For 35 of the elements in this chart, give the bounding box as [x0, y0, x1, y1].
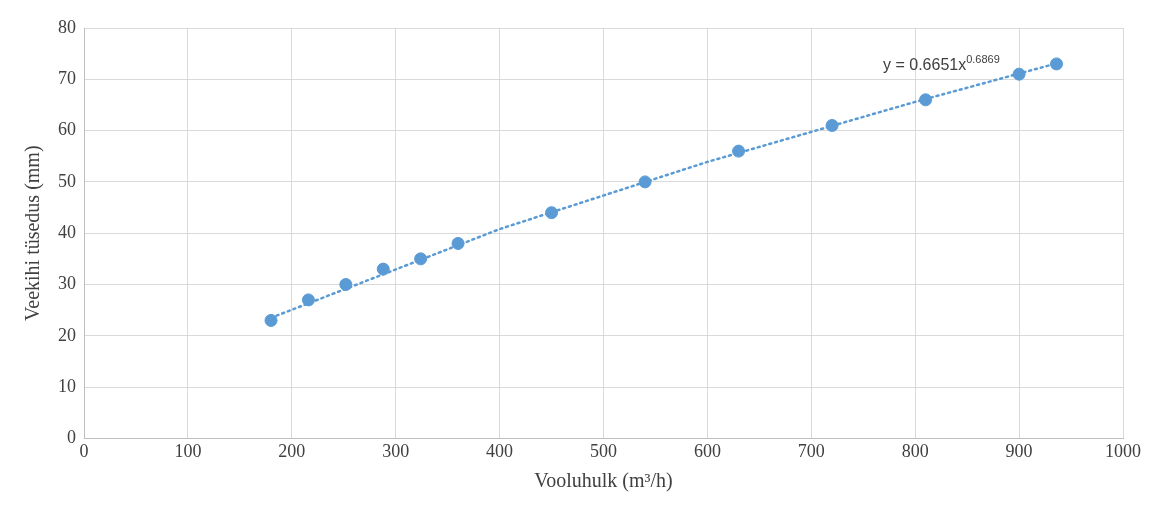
point [451, 236, 465, 250]
y-tick-label: 10 [58, 375, 76, 396]
y-tick-label: 70 [58, 68, 76, 89]
point [414, 252, 428, 266]
y-tick-label: 60 [58, 119, 76, 140]
y-tick-label: 0 [67, 427, 76, 448]
x-tick-label: 200 [278, 440, 306, 461]
y-tick-label: 40 [58, 221, 76, 242]
point [376, 262, 390, 276]
point [919, 93, 933, 107]
x-tick-label: 800 [901, 440, 929, 461]
x-tick-label: 500 [590, 440, 617, 461]
y-tick-label: 20 [58, 324, 76, 345]
x-tick-label: 300 [382, 440, 410, 461]
x-tick-label: 700 [797, 440, 825, 461]
x-tick-label: 0 [79, 440, 89, 461]
point [1050, 57, 1063, 71]
x-axis-title: Vooluhulk (m³/h) [534, 469, 673, 493]
x-tick-label: 100 [174, 440, 202, 461]
point [732, 144, 746, 158]
point [825, 118, 839, 132]
x-tick-label: 900 [1005, 440, 1033, 461]
point [339, 278, 353, 291]
x-tick-label: 1000 [1105, 440, 1141, 461]
point [545, 206, 559, 220]
x-tick-label: 600 [693, 440, 721, 461]
y-axis-title: Veekihi tüsedus (mm) [21, 145, 45, 321]
point [264, 313, 278, 327]
x-tick-label: 400 [486, 440, 514, 461]
point [301, 293, 315, 307]
y-tick-label: 80 [58, 16, 76, 37]
point [1012, 67, 1026, 81]
y-tick-label: 30 [58, 273, 76, 294]
point [638, 175, 652, 189]
y-tick-label: 50 [58, 170, 76, 191]
